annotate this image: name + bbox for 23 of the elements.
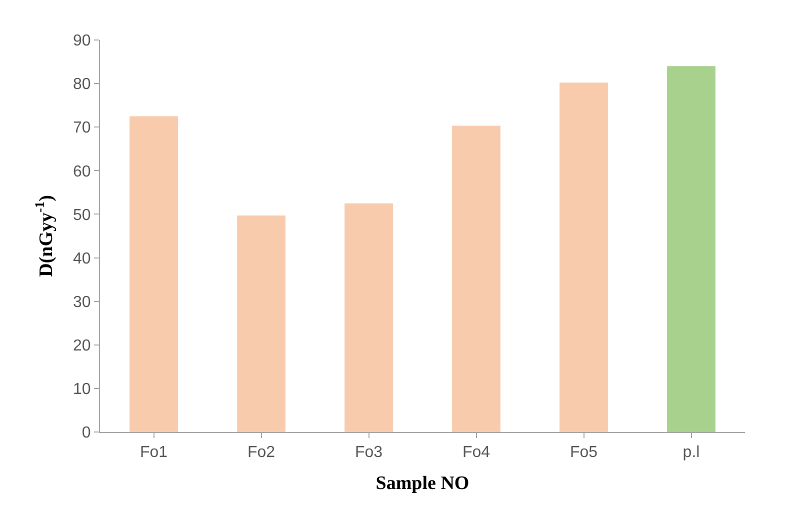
bar [237,216,286,432]
x-tick-label: Fo1 [140,444,168,462]
bar [667,66,716,432]
x-tick-label: Fo5 [570,444,598,462]
x-axis-title: Sample NO [376,473,470,494]
bar [452,126,500,432]
y-tick-label: 50 [73,206,91,224]
y-tick-label: 60 [73,163,91,180]
y-tick-label: 90 [73,32,91,50]
x-tick-label: Fo2 [247,444,276,462]
y-tick-label: 30 [73,294,91,311]
y-tick-label: 0 [82,424,91,442]
y-tick-label: 80 [73,76,91,94]
bar [344,203,393,432]
bar [130,116,178,432]
bar [560,82,608,432]
x-tick-label: Fo4 [462,444,490,462]
y-tick-label: 20 [73,337,91,354]
x-tick-label: p.l [682,444,700,462]
y-tick-label: 10 [73,381,91,398]
y-tick-label: 70 [73,120,91,137]
y-tick-label: 40 [73,250,91,268]
x-tick-label: Fo3 [354,444,383,462]
